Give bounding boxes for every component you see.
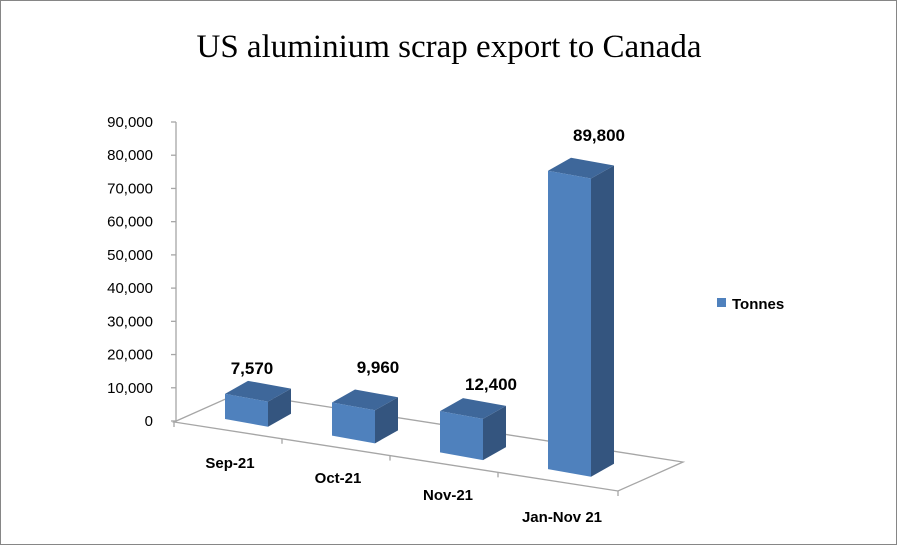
- chart-floor: [171, 392, 686, 496]
- bar-front-face: [332, 402, 375, 444]
- bar-front-face: [440, 411, 483, 461]
- legend-swatch: [717, 298, 726, 307]
- bar-side-face: [375, 397, 398, 444]
- data-label: 9,960: [357, 358, 400, 377]
- bar-top-face: [332, 389, 398, 411]
- data-label: 12,400: [465, 375, 517, 394]
- bar-oct-21: [332, 389, 398, 444]
- x-tick-label: Jan-Nov 21: [522, 509, 602, 526]
- legend: Tonnes: [717, 296, 784, 313]
- x-tick-label: Nov-21: [423, 487, 473, 504]
- y-tick-label: 0: [145, 413, 153, 430]
- y-tick-label: 20,000: [107, 347, 153, 364]
- bar-top-face: [440, 398, 506, 419]
- bar-side-face: [483, 405, 506, 461]
- legend-label: Tonnes: [732, 296, 784, 313]
- x-tick-label: Sep-21: [205, 455, 254, 472]
- bar-top-face: [548, 157, 614, 179]
- y-tick-label: 90,000: [107, 114, 153, 131]
- y-tick-label: 60,000: [107, 214, 153, 231]
- y-tick-label: 30,000: [107, 313, 153, 330]
- y-tick-label: 40,000: [107, 280, 153, 297]
- floor-plane: [171, 392, 686, 492]
- data-label: 7,570: [231, 359, 274, 378]
- data-label: 89,800: [573, 126, 625, 145]
- x-tick-label: Oct-21: [315, 470, 362, 487]
- bar-nov-21: [440, 398, 506, 461]
- bar-side-face: [268, 388, 291, 427]
- bar-front-face: [225, 393, 268, 427]
- y-tick-label: 70,000: [107, 180, 153, 197]
- x-axis-labels: Sep-21 Oct-21 Nov-21 Jan-Nov 21: [205, 455, 602, 526]
- data-labels: 7,570 9,960 12,400 89,800: [231, 126, 625, 394]
- y-tick-label: 80,000: [107, 147, 153, 164]
- bar-sep-21: [225, 380, 291, 427]
- bar-jan-nov-21: [548, 157, 614, 477]
- bar-side-face: [591, 165, 614, 477]
- bars: [225, 157, 614, 477]
- chart-title: US aluminium scrap export to Canada: [197, 29, 702, 65]
- y-tick-label: 50,000: [107, 247, 153, 264]
- bar-front-face: [548, 170, 591, 477]
- bar-top-face: [225, 380, 291, 402]
- y-tick-label: 10,000: [107, 380, 153, 397]
- y-axis: 0 10,000 20,000 30,000 40,000 50,000 60,000 70,…: [107, 114, 177, 430]
